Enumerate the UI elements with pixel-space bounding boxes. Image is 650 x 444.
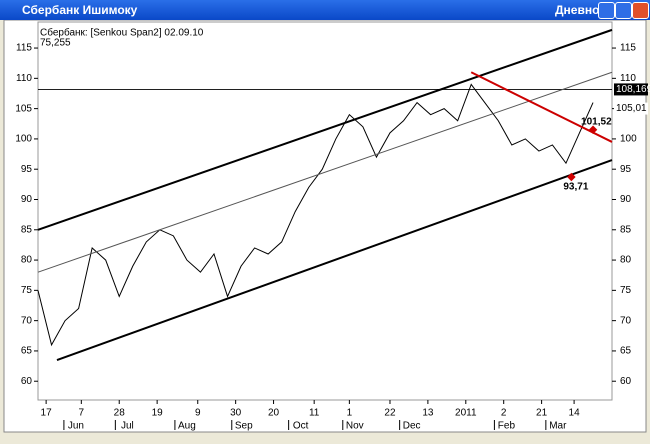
window-title: Сбербанк Ишимоку (22, 3, 138, 17)
y-tick-label: 90 (21, 194, 33, 205)
y-tick-label: 80 (620, 255, 632, 266)
price-marker (614, 83, 648, 96)
x-tick-label: 7 (79, 408, 85, 419)
x-tick-label: 19 (152, 408, 164, 419)
month-label: Mar (549, 421, 567, 432)
month-label: Feb (498, 421, 516, 432)
month-label: Dec (403, 421, 421, 432)
x-tick-label: 22 (384, 408, 396, 419)
x-tick-label: 28 (114, 408, 126, 419)
price-marker (614, 102, 648, 115)
x-tick-label: 9 (195, 408, 201, 419)
y-tick-label: 65 (620, 346, 632, 357)
minimize-button[interactable] (598, 2, 615, 19)
x-tick-label: 17 (41, 408, 53, 419)
y-tick-label: 75 (620, 285, 632, 296)
y-tick-label: 100 (620, 134, 637, 145)
annotation-label: 93,71 (563, 182, 588, 193)
x-tick-label: 30 (230, 408, 242, 419)
info-value: 75,255 (40, 38, 71, 49)
timeframe: Дневной (555, 3, 607, 17)
month-label: Jun (68, 421, 84, 432)
y-tick-label: 110 (620, 73, 636, 84)
y-tick-label: 105 (15, 103, 32, 114)
y-tick-label: 115 (16, 43, 32, 54)
annotation-label: 101,52 (581, 116, 612, 127)
x-tick-label: 2011 (455, 408, 477, 419)
price-label: 108,169 (616, 84, 650, 95)
series-line (37, 83, 594, 347)
y-tick-label: 60 (620, 376, 632, 387)
chart: Сбербанк: [Senkou Span2] 02.09.10 75,255… (3, 20, 650, 433)
chart-background (3, 20, 647, 433)
y-tick-label: 85 (620, 224, 632, 235)
info-line: Сбербанк: [Senkou Span2] 02.09.10 (40, 27, 204, 39)
y-tick-label: 115 (620, 43, 636, 54)
x-tick-label: 11 (309, 408, 320, 419)
close-button[interactable] (632, 2, 649, 19)
y-tick-label: 95 (620, 164, 632, 175)
y-tick-label: 85 (21, 224, 33, 235)
x-tick-label: 21 (536, 408, 548, 419)
month-label: Nov (346, 421, 364, 432)
price-label: 105,01 (616, 103, 647, 114)
month-label: Oct (293, 421, 309, 432)
month-label: Sep (235, 421, 253, 432)
series-line (56, 159, 613, 361)
y-tick-label: 75 (21, 285, 33, 296)
maximize-button[interactable] (615, 2, 632, 19)
y-tick-label: 95 (21, 164, 33, 175)
y-tick-label: 100 (15, 134, 32, 145)
y-tick-label: 70 (21, 315, 33, 326)
y-tick-label: 65 (21, 346, 33, 357)
x-tick-label: 20 (268, 408, 280, 419)
month-label: Aug (178, 421, 196, 432)
x-tick-label: 2 (501, 408, 507, 419)
y-tick-label: 80 (21, 255, 33, 266)
plot-frame (37, 21, 613, 401)
x-tick-label: 14 (569, 408, 581, 419)
month-label: Jul (121, 421, 134, 432)
series-line (37, 28, 613, 231)
y-tick-label: 70 (620, 315, 632, 326)
y-tick-label: 90 (620, 194, 632, 205)
y-tick-label: 110 (16, 73, 32, 84)
series-line (470, 71, 613, 143)
x-tick-label: 13 (422, 408, 434, 419)
y-tick-label: 60 (21, 376, 33, 387)
title-bar: Сбербанк Ишимоку Дневной (0, 0, 650, 20)
series-line (37, 71, 613, 273)
x-tick-label: 1 (347, 408, 353, 419)
